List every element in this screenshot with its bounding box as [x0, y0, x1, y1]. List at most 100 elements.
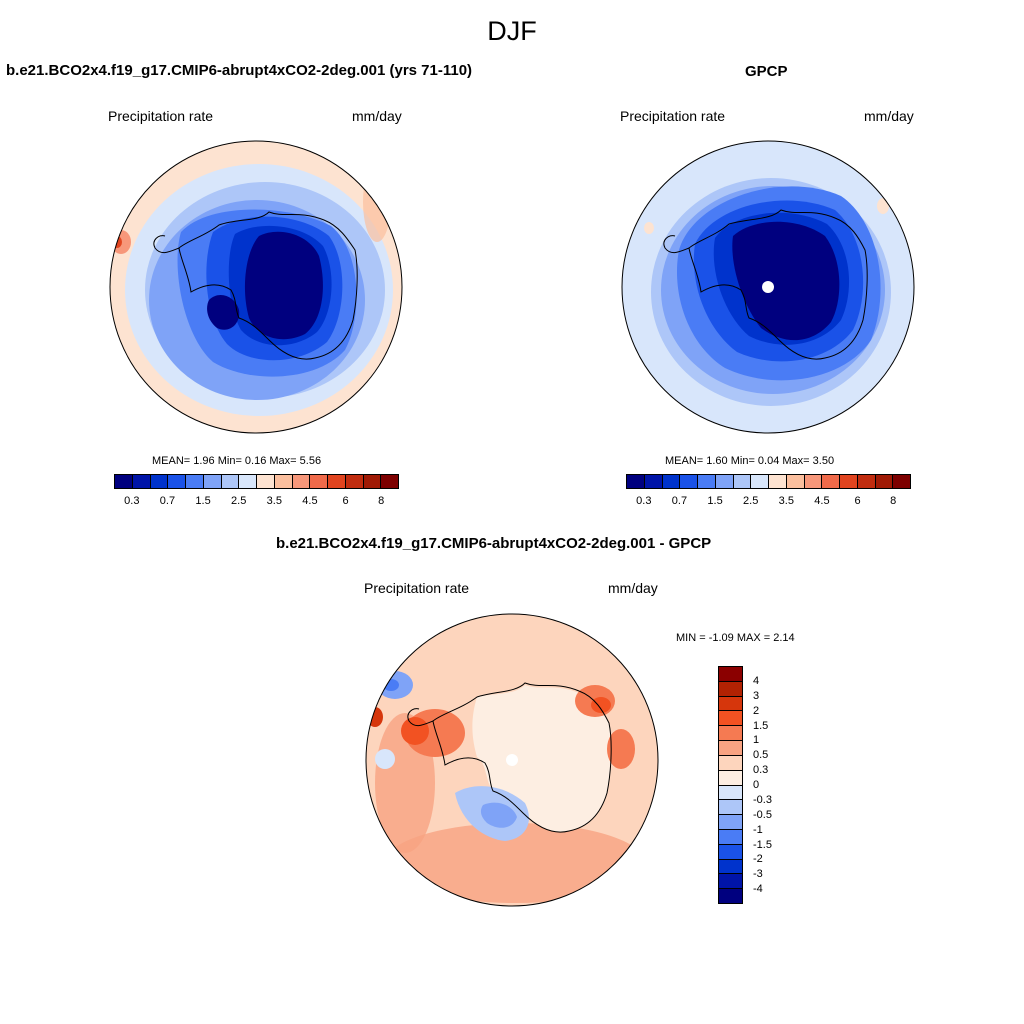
- model-colorbar-tick-label: 6: [342, 495, 349, 507]
- diff-colorbar-swatch: [719, 800, 742, 816]
- obs-colorbar-swatch: [840, 475, 858, 488]
- obs-colorbar-swatch: [715, 475, 734, 488]
- obs-colorbar-swatch: [698, 475, 716, 488]
- diff-colorbar-tick-label: -0.3: [753, 793, 772, 806]
- model-colorbar-swatch: [381, 475, 398, 488]
- obs-panel-title: GPCP: [745, 63, 788, 80]
- obs-colorbar-swatch: [857, 475, 876, 488]
- obs-colorbar-swatch: [751, 475, 769, 488]
- diff-colorbar-swatch: [719, 667, 742, 682]
- obs-units-label: mm/day: [864, 108, 914, 124]
- diff-colorbar-swatch: [719, 785, 742, 801]
- model-colorbar-swatch: [257, 475, 275, 488]
- diff-colorbar-swatch: [719, 696, 742, 712]
- diff-colorbar-swatch: [719, 741, 742, 756]
- diff-colorbar-tick-label: 1: [753, 734, 760, 747]
- obs-colorbar-ticks: 0.3 0.7 1.5 2.5 3.5 4.5 6 8: [626, 495, 911, 509]
- obs-variable-label: Precipitation rate: [620, 108, 726, 124]
- obs-colorbar-swatch: [644, 475, 663, 488]
- diff-colorbar-tick-label: -4: [753, 883, 763, 896]
- model-colorbar-swatch: [310, 475, 328, 488]
- diff-colorbar-swatch: [719, 711, 742, 727]
- diff-colorbar-swatch: [719, 844, 742, 860]
- obs-stats: MEAN= 1.60 Min= 0.04 Max= 3.50: [665, 455, 835, 467]
- model-colorbar-tick-label: 0.7: [159, 495, 176, 507]
- model-colorbar-swatch: [363, 475, 382, 488]
- obs-colorbar: [626, 474, 911, 489]
- model-colorbar-swatch: [203, 475, 222, 488]
- diff-colorbar-tick-label: -1.5: [753, 838, 772, 851]
- diff-precip-map: [365, 613, 659, 907]
- diff-colorbar-ticks: 4 3 2 1.5 1 0.5 0.3 0 -0.3 -0.5 -1 -1.5 -2 -3 -4: [753, 666, 793, 904]
- obs-colorbar-tick-label: 6: [854, 495, 861, 507]
- model-precip-map: [109, 140, 403, 434]
- obs-colorbar-tick-label: 0.3: [636, 495, 652, 507]
- obs-colorbar-tick-label: 0.7: [671, 495, 688, 507]
- model-colorbar-swatch: [239, 475, 257, 488]
- diff-colorbar-swatch: [719, 874, 742, 890]
- diff-colorbar-swatch: [719, 726, 742, 742]
- model-colorbar-tick-label: 8: [378, 495, 385, 507]
- diff-colorbar-tick-label: -3: [753, 868, 763, 881]
- obs-colorbar-swatch: [893, 475, 910, 488]
- model-colorbar-swatch: [274, 475, 293, 488]
- obs-colorbar-swatch: [680, 475, 698, 488]
- obs-colorbar-swatch: [822, 475, 840, 488]
- obs-colorbar-swatch: [786, 475, 805, 488]
- diff-colorbar-tick-label: -2: [753, 853, 763, 866]
- model-colorbar-ticks: 0.3 0.7 1.5 2.5 3.5 4.5 6 8: [114, 495, 399, 509]
- model-colorbar-tick-label: 1.5: [195, 495, 211, 507]
- obs-colorbar-swatch: [627, 475, 645, 488]
- model-colorbar-tick-label: 0.3: [124, 495, 140, 507]
- diff-colorbar-tick-label: 0.3: [753, 764, 769, 777]
- model-colorbar-swatch: [328, 475, 346, 488]
- model-colorbar-swatch: [115, 475, 133, 488]
- obs-colorbar-swatch: [769, 475, 787, 488]
- model-stats: MEAN= 1.96 Min= 0.16 Max= 5.56: [152, 455, 322, 467]
- diff-colorbar-swatch: [719, 770, 742, 786]
- model-colorbar-tick-label: 3.5: [266, 495, 282, 507]
- model-colorbar-tick-label: 4.5: [302, 495, 318, 507]
- model-panel-title: b.e21.BCO2x4.f19_g17.CMIP6-abrupt4xCO2-2…: [6, 62, 473, 79]
- model-colorbar-swatch: [168, 475, 186, 488]
- diff-colorbar-tick-label: -1: [753, 823, 763, 836]
- model-colorbar-tick-label: 2.5: [231, 495, 247, 507]
- obs-colorbar-swatch: [733, 475, 752, 488]
- model-colorbar-swatch: [150, 475, 169, 488]
- diff-stats: MIN = -1.09 MAX = 2.14: [676, 632, 795, 644]
- figure-title: DJF: [487, 16, 537, 46]
- model-colorbar-swatch: [132, 475, 151, 488]
- diff-colorbar: [718, 666, 743, 904]
- diff-variable-label: Precipitation rate: [364, 580, 470, 596]
- diff-colorbar-tick-label: 2: [753, 704, 760, 717]
- obs-colorbar-tick-label: 3.5: [778, 495, 794, 507]
- model-units-label: mm/day: [352, 108, 402, 124]
- model-colorbar-swatch: [221, 475, 240, 488]
- obs-precip-map: [621, 140, 915, 434]
- obs-colorbar-tick-label: 2.5: [743, 495, 759, 507]
- model-colorbar-swatch: [292, 475, 311, 488]
- diff-units-label: mm/day: [608, 580, 658, 596]
- obs-colorbar-tick-label: 8: [890, 495, 897, 507]
- diff-colorbar-swatch: [719, 755, 742, 771]
- model-colorbar: [114, 474, 399, 489]
- diff-colorbar-swatch: [719, 859, 742, 875]
- diff-colorbar-tick-label: -0.5: [753, 808, 772, 821]
- diff-colorbar-tick-label: 0: [753, 779, 760, 791]
- diff-colorbar-swatch: [719, 829, 742, 845]
- obs-colorbar-swatch: [875, 475, 894, 488]
- obs-colorbar-swatch: [662, 475, 681, 488]
- diff-colorbar-swatch: [719, 815, 742, 830]
- model-colorbar-swatch: [345, 475, 364, 488]
- diff-colorbar-tick-label: 1.5: [753, 719, 769, 732]
- diff-colorbar-swatch: [719, 681, 742, 697]
- diff-colorbar-tick-label: 3: [753, 689, 760, 702]
- diff-panel-title: b.e21.BCO2x4.f19_g17.CMIP6-abrupt4xCO2-2…: [276, 535, 712, 552]
- obs-colorbar-tick-label: 4.5: [814, 495, 830, 507]
- model-colorbar-swatch: [186, 475, 204, 488]
- diff-colorbar-tick-label: 4: [753, 674, 760, 687]
- obs-colorbar-swatch: [804, 475, 823, 488]
- diff-colorbar-swatch: [719, 889, 742, 903]
- obs-colorbar-tick-label: 1.5: [707, 495, 723, 507]
- diff-colorbar-tick-label: 0.5: [753, 749, 769, 762]
